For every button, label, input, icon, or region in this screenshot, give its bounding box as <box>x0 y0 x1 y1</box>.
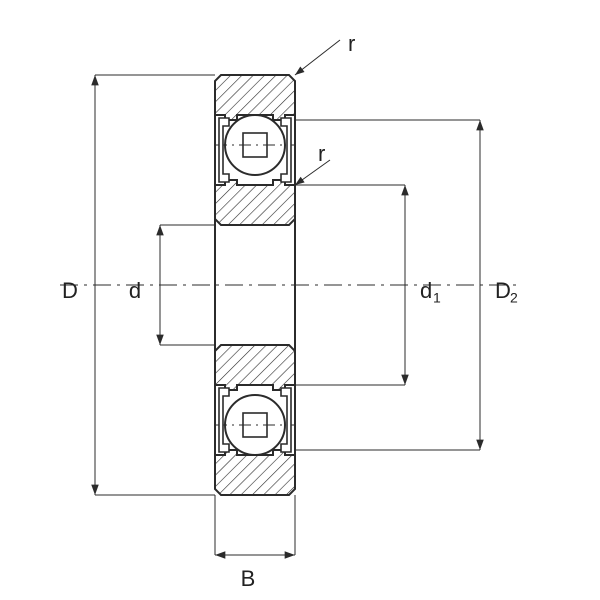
label-r-outer: r <box>348 31 355 56</box>
label-d1: d <box>420 278 432 303</box>
label-B: B <box>241 566 256 591</box>
label-D2: D <box>495 278 511 303</box>
label-d1-sub: 1 <box>433 290 441 306</box>
label-D: D <box>62 278 78 303</box>
label-D2-sub: 2 <box>510 290 518 306</box>
label-r-inner: r <box>318 141 325 166</box>
label-d: d <box>129 278 141 303</box>
